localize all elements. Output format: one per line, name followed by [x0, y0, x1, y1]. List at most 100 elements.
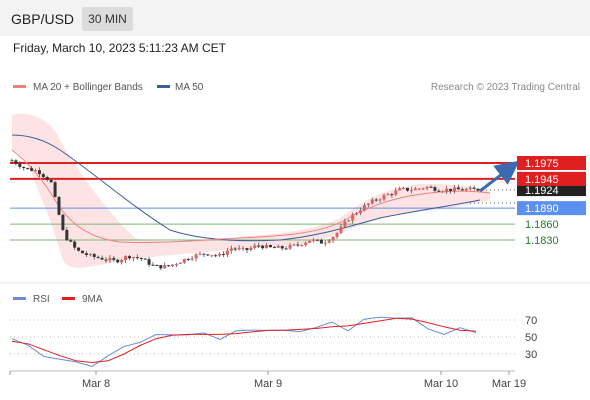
x-tick-label-1: Mar 9: [254, 378, 282, 390]
ma20-line: [11, 149, 491, 244]
candle-body: [143, 258, 147, 260]
candle-body: [366, 203, 370, 206]
current-price-box: [517, 184, 586, 197]
candle-body: [343, 221, 347, 227]
candle-body: [312, 239, 316, 241]
candle-body: [202, 253, 206, 255]
candle-body: [155, 265, 159, 267]
candle-body: [194, 254, 198, 259]
timeframe-button[interactable]: 30 MIN: [82, 7, 133, 31]
level-label-3: 1.1860: [525, 219, 559, 231]
candle-body: [464, 188, 468, 191]
ma50-legend-swatch: [157, 85, 170, 88]
candle-body: [33, 170, 37, 172]
candle-body: [449, 188, 453, 191]
candle-body: [429, 186, 433, 188]
bollinger-band: [12, 113, 490, 268]
candle-body: [190, 258, 194, 260]
candle-body: [186, 259, 190, 261]
level-label-overlay: 1.1945: [525, 174, 559, 186]
candle-body: [319, 239, 323, 244]
rsi-legend-label: RSI: [33, 294, 50, 305]
candle-body: [296, 244, 300, 246]
candle-body: [104, 259, 108, 261]
candle-body: [304, 242, 308, 246]
candle-body: [257, 245, 261, 247]
candle-body: [112, 258, 116, 260]
candle-body: [127, 256, 131, 259]
candle-body: [61, 214, 65, 230]
rsi-line: [11, 316, 477, 367]
candle-body: [174, 263, 178, 265]
candle-body: [382, 195, 386, 200]
candle-body: [437, 190, 441, 192]
candle-body: [171, 264, 175, 267]
rsi-legend-swatch: [13, 297, 26, 300]
candle-body: [362, 205, 366, 211]
candle-body: [323, 242, 327, 244]
candle-body: [49, 179, 53, 183]
candle-body: [445, 188, 449, 192]
candle-body: [237, 248, 241, 250]
candle-body: [139, 257, 143, 259]
candle-body: [159, 265, 163, 269]
candle-body: [37, 170, 41, 175]
candle-body: [355, 213, 359, 215]
x-tick-label-3: Mar 19: [492, 378, 526, 390]
x-tick-label-0: Mar 8: [82, 378, 110, 390]
candle-body: [421, 188, 425, 190]
candle-body: [327, 240, 331, 243]
candle-body: [65, 229, 69, 241]
candle-body: [57, 196, 61, 215]
candle-body: [249, 247, 253, 251]
candle-body: [178, 262, 182, 264]
candle-body: [14, 160, 18, 164]
candle-body: [206, 254, 210, 256]
candle-body: [398, 188, 402, 191]
candle-body: [96, 256, 100, 258]
candle-body: [394, 190, 398, 195]
candle-body: [308, 240, 312, 243]
candle-body: [45, 177, 49, 180]
candle-body: [241, 248, 245, 250]
candle-body: [41, 174, 45, 178]
candle-body: [80, 250, 84, 254]
rsi-tick-30: 30: [525, 349, 537, 361]
candle-body: [265, 244, 269, 249]
candle-body: [472, 187, 476, 189]
candle-body: [53, 182, 57, 197]
candle-body: [151, 264, 155, 266]
candle-body: [351, 214, 355, 221]
current-price-label: 1.1924: [525, 185, 559, 197]
candle-body: [73, 241, 77, 248]
candle-body: [163, 265, 167, 269]
candle-body: [22, 166, 26, 168]
candle-body: [288, 244, 292, 249]
level-label-2: 1.1890: [525, 203, 559, 215]
candle-body: [108, 258, 112, 261]
candle-body: [92, 254, 96, 257]
candle-body: [124, 256, 128, 260]
candle-body: [245, 248, 249, 251]
candle-body: [417, 188, 421, 190]
level-label-4: 1.1830: [525, 235, 559, 247]
level-label-0: 1.1975: [525, 158, 559, 170]
candle-body: [210, 255, 214, 257]
candle-body: [453, 187, 457, 191]
candle-body: [402, 187, 406, 189]
candle-body: [406, 187, 410, 191]
candle-body: [221, 253, 225, 255]
rsi-ma-legend-label: 9MA: [82, 294, 103, 305]
candle-body: [374, 199, 378, 201]
source-credit: Research © 2023 Trading Central: [431, 82, 580, 93]
candle-body: [268, 244, 272, 248]
candle-body: [100, 257, 104, 260]
candle-body: [359, 210, 363, 214]
candle-body: [292, 244, 296, 246]
candle-body: [261, 245, 265, 249]
candle-body: [135, 257, 139, 259]
candle-body: [276, 246, 280, 248]
candle-body: [347, 220, 351, 222]
candle-body: [147, 259, 151, 265]
